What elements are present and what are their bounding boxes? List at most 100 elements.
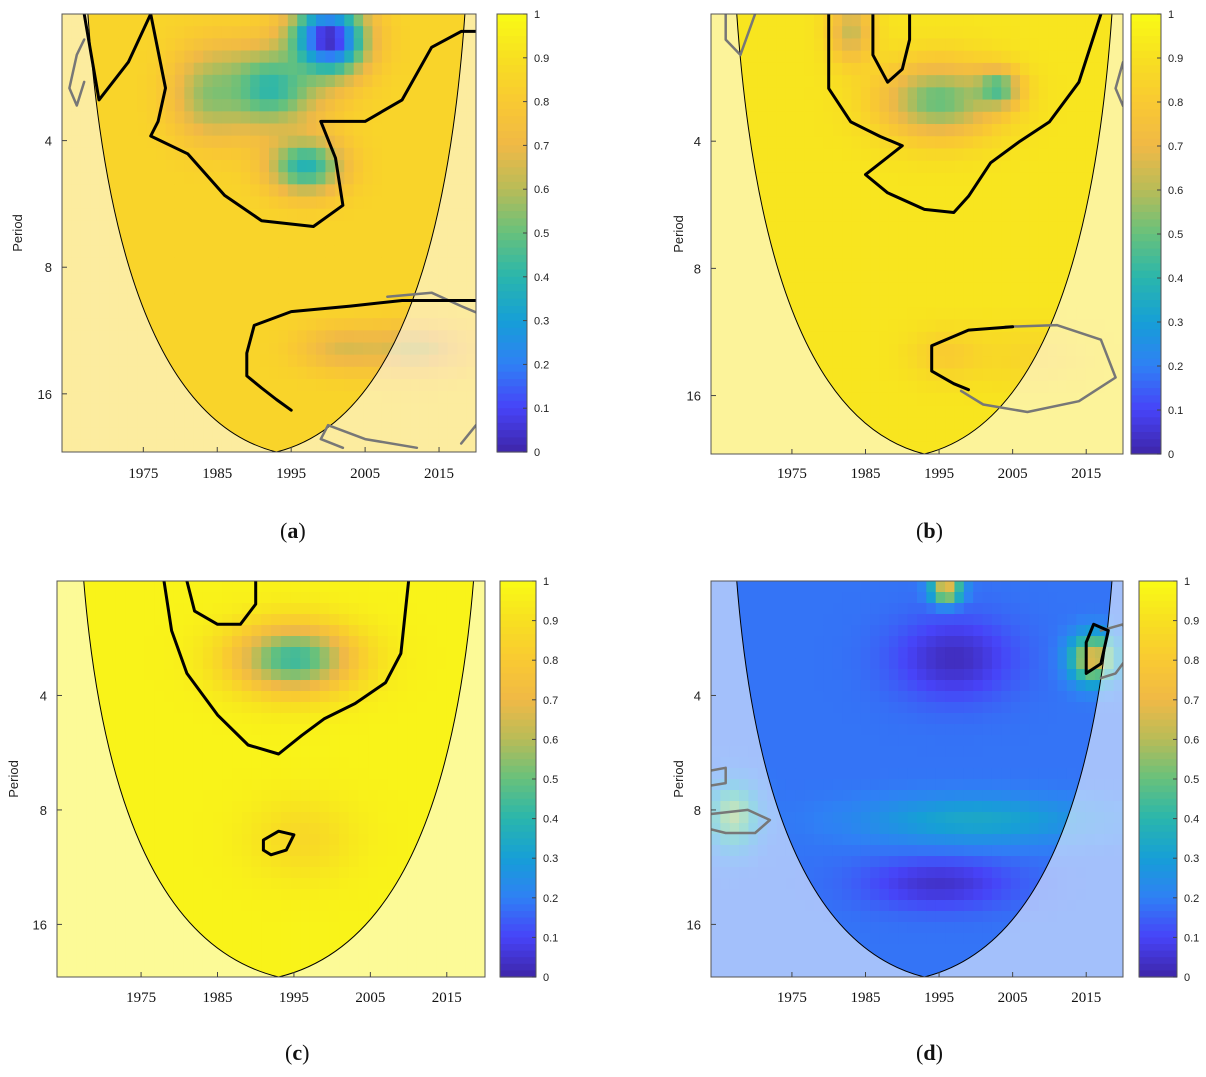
colorbar-tick-label: 0.1 xyxy=(1168,405,1183,417)
heatmap-cell xyxy=(1076,14,1087,27)
heatmap-cell xyxy=(1001,38,1012,52)
heatmap-cell xyxy=(99,50,110,64)
heatmap-cell xyxy=(134,647,146,659)
heatmap-cell xyxy=(426,625,437,637)
heatmap-cell xyxy=(259,50,270,64)
heatmap-cell xyxy=(898,380,909,394)
heatmap-cell xyxy=(115,757,126,769)
heatmap-cell xyxy=(954,295,965,308)
heatmap-cell xyxy=(907,270,918,284)
heatmap-cell xyxy=(271,757,282,769)
heatmap-cell xyxy=(334,99,345,112)
heatmap-cell xyxy=(232,933,243,945)
heatmap-cell xyxy=(814,124,824,137)
significance-contour xyxy=(827,14,1103,214)
heatmap-cell xyxy=(203,74,214,88)
heatmap-cell xyxy=(1010,124,1021,137)
heatmap-cell xyxy=(231,403,242,417)
heatmap-cell xyxy=(785,185,796,198)
heatmap-cell xyxy=(250,415,261,429)
heatmap-cell xyxy=(851,50,862,64)
heatmap-cell xyxy=(935,405,946,418)
heatmap-cell xyxy=(378,889,389,901)
heatmap-cell xyxy=(269,366,280,380)
heatmap-cell xyxy=(814,319,824,333)
heatmap-cell xyxy=(271,867,282,879)
heatmap-cell xyxy=(212,834,223,846)
heatmap-cell xyxy=(436,735,447,747)
heatmap-cell xyxy=(339,911,350,923)
colorbar-tick-label: 0.2 xyxy=(534,359,549,371)
heatmap-cell xyxy=(164,581,175,593)
heatmap-cell xyxy=(860,344,871,357)
heatmap-cell xyxy=(231,281,242,295)
heatmap-cell xyxy=(144,691,155,703)
outside-significance-contour xyxy=(1114,60,1123,108)
heatmap-cell xyxy=(455,625,467,637)
heatmap-cell xyxy=(368,581,379,593)
heatmap-cell xyxy=(982,14,993,27)
heatmap-cell xyxy=(973,368,984,382)
heatmap-cell xyxy=(261,713,272,725)
heatmap-cell xyxy=(832,62,843,76)
heatmap-cell xyxy=(154,625,165,637)
heatmap-cell xyxy=(250,74,261,88)
colorbar-segment xyxy=(497,123,527,132)
heatmap-cell xyxy=(391,318,402,331)
heatmap-cell xyxy=(1085,75,1096,88)
heatmap-cell xyxy=(898,417,909,431)
heatmap-cell xyxy=(202,911,214,923)
heatmap-cell xyxy=(316,306,327,319)
heatmap-cell xyxy=(297,26,308,39)
heatmap-cell xyxy=(907,172,918,186)
heatmap-cell xyxy=(991,356,1002,370)
x-tick-label: 1975 xyxy=(126,990,156,1006)
heatmap-cell xyxy=(174,208,185,222)
heatmap-cell xyxy=(785,148,796,162)
heatmap-cell xyxy=(334,318,345,331)
heatmap-cell xyxy=(174,366,185,380)
heatmap-cell xyxy=(344,26,355,39)
heatmap-cell xyxy=(935,75,946,88)
heatmap-cell xyxy=(1010,185,1021,198)
heatmap-cell xyxy=(1076,99,1087,113)
heatmap-cell xyxy=(795,319,806,333)
heatmap-cell xyxy=(290,801,301,813)
heatmap-cell xyxy=(870,62,881,76)
heatmap-cell xyxy=(309,636,321,648)
heatmap-cell xyxy=(261,658,272,670)
heatmap-cell xyxy=(203,123,214,137)
heatmap-cell xyxy=(95,680,107,692)
colorbar-segment xyxy=(497,189,527,198)
heatmap-cell xyxy=(391,50,402,64)
heatmap-cell xyxy=(184,342,195,356)
heatmap-cell xyxy=(348,581,360,593)
heatmap-cell xyxy=(898,270,909,284)
heatmap-cell xyxy=(287,233,298,246)
heatmap-cell xyxy=(290,900,301,912)
heatmap-cell xyxy=(1029,234,1040,247)
heatmap-cell xyxy=(888,62,899,76)
heatmap-cell xyxy=(870,87,881,101)
colorbar-segment xyxy=(1131,395,1161,404)
heatmap-cell xyxy=(348,834,360,846)
heatmap-cell xyxy=(785,111,796,125)
heatmap-cell xyxy=(183,691,194,703)
heatmap-cell xyxy=(212,603,223,615)
heatmap-cell xyxy=(165,38,176,52)
heatmap-cell xyxy=(387,691,399,703)
heatmap-cell xyxy=(888,356,899,370)
heatmap-cell xyxy=(381,196,392,210)
heatmap-cell xyxy=(137,62,148,76)
heatmap-cell xyxy=(1001,136,1012,150)
heatmap-cell xyxy=(241,768,253,780)
heatmap-cell xyxy=(127,26,138,39)
heatmap-cell xyxy=(212,790,223,802)
heatmap-cell xyxy=(319,845,330,857)
heatmap-cell xyxy=(823,368,834,382)
heatmap-cell xyxy=(982,185,993,198)
heatmap-cell xyxy=(1048,270,1059,284)
heatmap-cell xyxy=(372,14,383,27)
heatmap-cell xyxy=(259,196,270,210)
heatmap-cell xyxy=(183,867,194,879)
